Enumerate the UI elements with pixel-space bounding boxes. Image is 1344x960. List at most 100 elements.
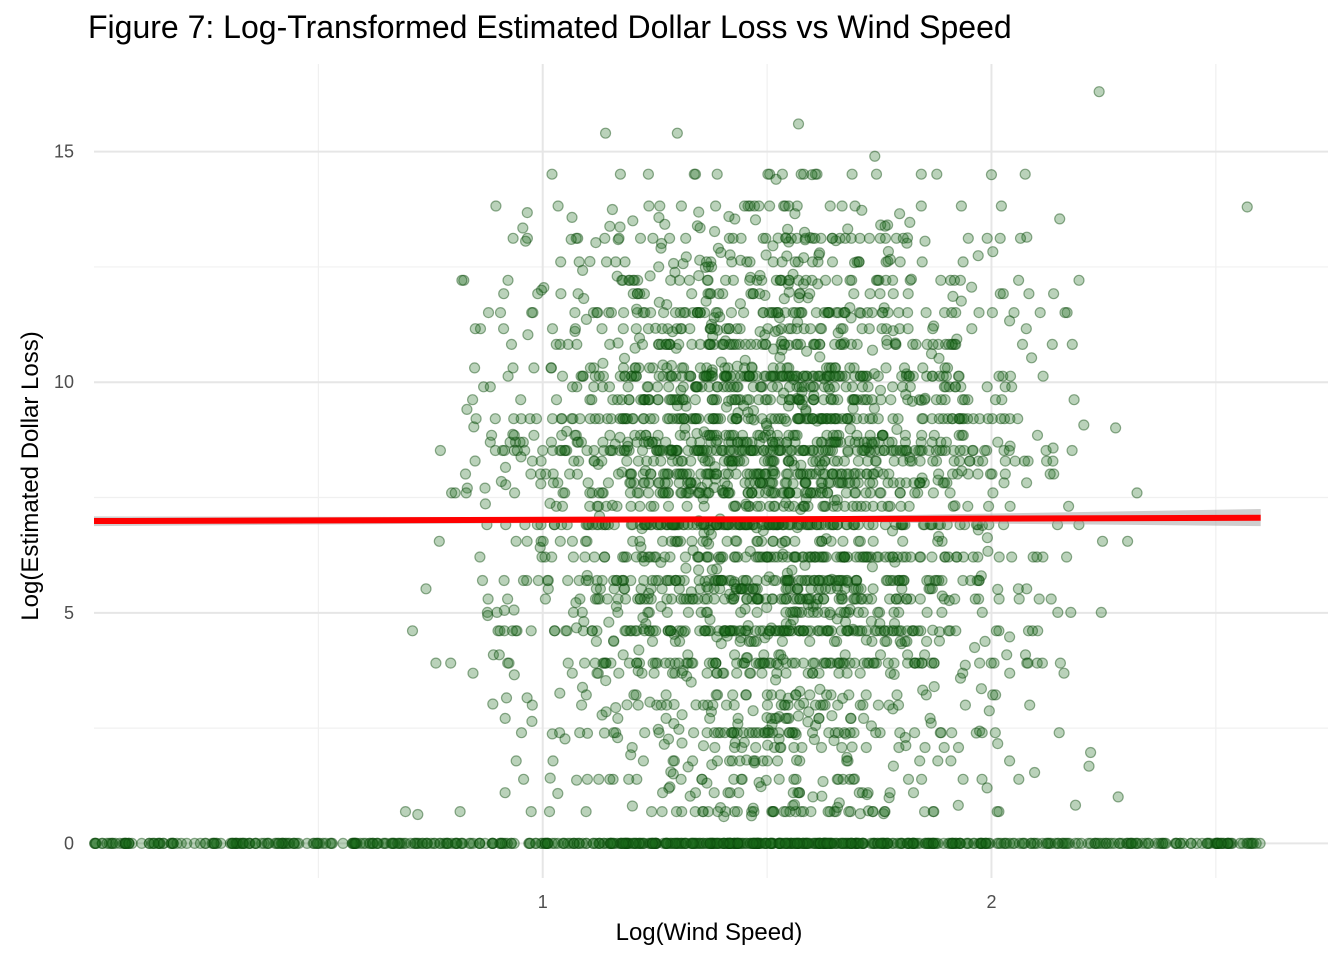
data-point — [675, 487, 687, 499]
data-point — [600, 674, 612, 687]
data-point — [406, 625, 419, 637]
data-point — [780, 583, 792, 595]
data-point — [797, 444, 810, 457]
data-point — [567, 606, 580, 619]
data-point — [920, 635, 933, 648]
data-point — [708, 787, 720, 799]
data-point — [459, 468, 472, 480]
data-point — [853, 256, 865, 268]
data-point — [479, 482, 491, 494]
data-point — [944, 487, 956, 499]
data-point — [718, 837, 730, 850]
data-point — [708, 225, 721, 238]
data-point — [788, 741, 800, 754]
data-point — [917, 362, 929, 374]
data-point — [526, 307, 538, 319]
data-point — [573, 256, 585, 268]
data-point — [795, 168, 807, 180]
data-point — [1143, 837, 1155, 850]
data-point — [766, 593, 778, 605]
data-point — [671, 323, 683, 335]
data-point — [767, 436, 779, 448]
data-point — [734, 394, 746, 406]
data-point — [972, 551, 984, 563]
data-point — [751, 583, 763, 595]
data-point — [850, 551, 862, 563]
data-point — [803, 574, 816, 587]
data-point-outlier — [671, 127, 683, 139]
data-point — [763, 625, 775, 637]
data-point — [502, 370, 514, 382]
data-point — [1215, 837, 1227, 850]
data-point — [778, 593, 790, 605]
data-point — [737, 307, 750, 319]
data-point — [663, 381, 675, 393]
data-point — [510, 755, 522, 767]
data-point — [730, 583, 742, 595]
data-point — [674, 535, 687, 547]
data-point-outlier — [770, 173, 782, 185]
data-point — [631, 625, 643, 637]
data-point — [568, 837, 580, 850]
data-point — [781, 574, 793, 587]
data-point — [805, 551, 817, 563]
data-point — [574, 727, 586, 739]
data-point — [798, 500, 811, 512]
data-point — [918, 806, 931, 818]
data-point — [508, 429, 520, 441]
data-point — [569, 307, 581, 319]
data-point — [821, 370, 833, 382]
data-point — [791, 837, 803, 850]
data-point — [656, 805, 668, 818]
data-point — [793, 837, 805, 850]
data-point — [596, 455, 608, 467]
data-point — [688, 168, 700, 180]
data-point — [743, 500, 756, 512]
data-point — [826, 710, 838, 722]
data-point — [787, 727, 799, 739]
data-point — [994, 232, 1006, 244]
data-point — [703, 574, 715, 587]
data-point — [711, 381, 724, 393]
data-point — [822, 805, 834, 818]
data-point — [728, 649, 741, 661]
data-point — [846, 741, 858, 753]
data-point — [744, 477, 756, 489]
data-point — [1109, 422, 1122, 434]
data-point — [881, 635, 893, 648]
data-point — [673, 468, 685, 480]
data-point — [856, 593, 868, 605]
data-point — [946, 413, 958, 425]
data-point — [826, 444, 839, 457]
data-point — [600, 500, 613, 512]
data-point — [1019, 168, 1031, 180]
data-point — [780, 468, 793, 480]
data-point — [801, 487, 814, 499]
data-point — [642, 168, 655, 180]
data-point — [937, 413, 949, 425]
data-point — [820, 657, 832, 669]
data-point — [1059, 307, 1071, 319]
data-point — [571, 436, 583, 448]
data-point — [667, 257, 680, 270]
data-point — [705, 436, 717, 448]
data-point — [772, 413, 785, 425]
data-point — [675, 200, 688, 212]
data-point — [552, 787, 564, 800]
y-tick-label: 15 — [54, 142, 74, 162]
data-point — [499, 461, 512, 473]
data-point — [550, 338, 562, 350]
data-point — [718, 370, 730, 382]
data-point — [982, 545, 994, 557]
data-point — [750, 741, 762, 754]
data-point — [856, 204, 868, 216]
data-point — [662, 500, 675, 512]
data-point — [639, 429, 652, 441]
data-point — [842, 444, 854, 457]
data-point — [690, 413, 703, 425]
data-point — [825, 535, 837, 547]
data-point — [801, 413, 814, 425]
data-point — [802, 716, 814, 728]
data-point — [934, 444, 946, 457]
data-point — [783, 429, 795, 441]
